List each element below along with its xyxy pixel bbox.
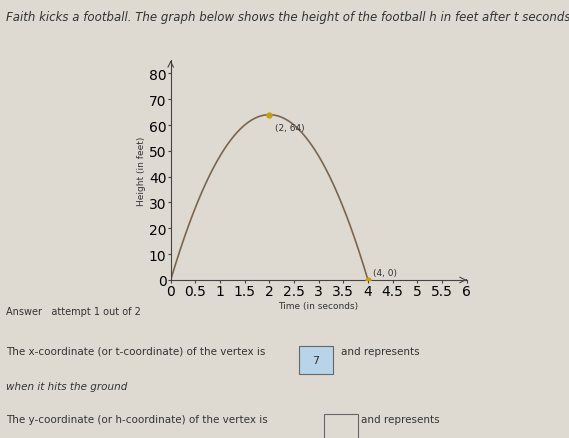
Text: Faith kicks a football. The graph below shows the height of the football h in fe: Faith kicks a football. The graph below … — [6, 11, 569, 24]
Text: when it hits the ground: when it hits the ground — [6, 381, 127, 391]
X-axis label: Time (in seconds): Time (in seconds) — [279, 301, 358, 310]
Text: 7: 7 — [312, 355, 319, 365]
Text: and represents: and represents — [341, 346, 420, 356]
Text: The y-coordinate (or h-coordinate) of the vertex is: The y-coordinate (or h-coordinate) of th… — [6, 414, 267, 424]
Text: (2, 64): (2, 64) — [275, 124, 305, 133]
Text: (4, 0): (4, 0) — [373, 268, 397, 277]
Text: and represents: and represents — [361, 414, 440, 424]
Text: The x-coordinate (or t-coordinate) of the vertex is: The x-coordinate (or t-coordinate) of th… — [6, 346, 265, 356]
Text: Answer   attempt 1 out of 2: Answer attempt 1 out of 2 — [6, 307, 141, 317]
Y-axis label: Height (in feet): Height (in feet) — [137, 136, 146, 205]
